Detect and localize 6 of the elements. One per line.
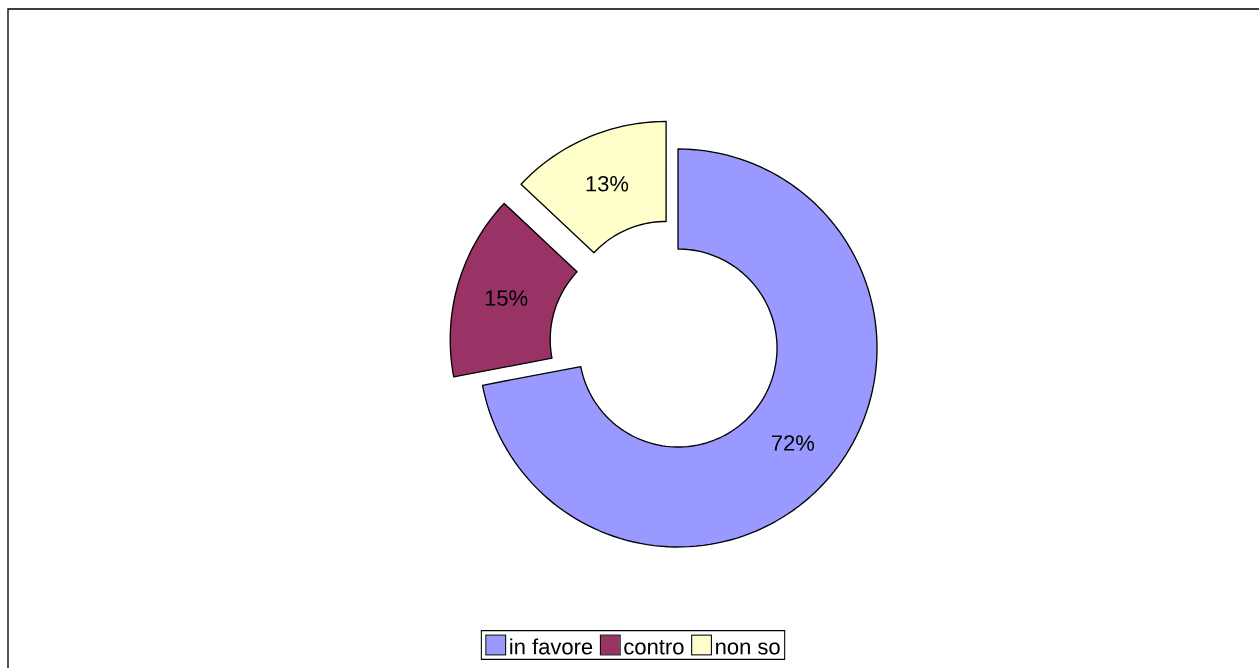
data-label: 15% (485, 290, 528, 306)
data-label: 72% (771, 435, 815, 451)
legend-label: in favore (510, 638, 593, 655)
legend-label: contro (624, 640, 684, 655)
legend-label: non so (716, 642, 780, 655)
data-label: 13% (586, 175, 629, 192)
